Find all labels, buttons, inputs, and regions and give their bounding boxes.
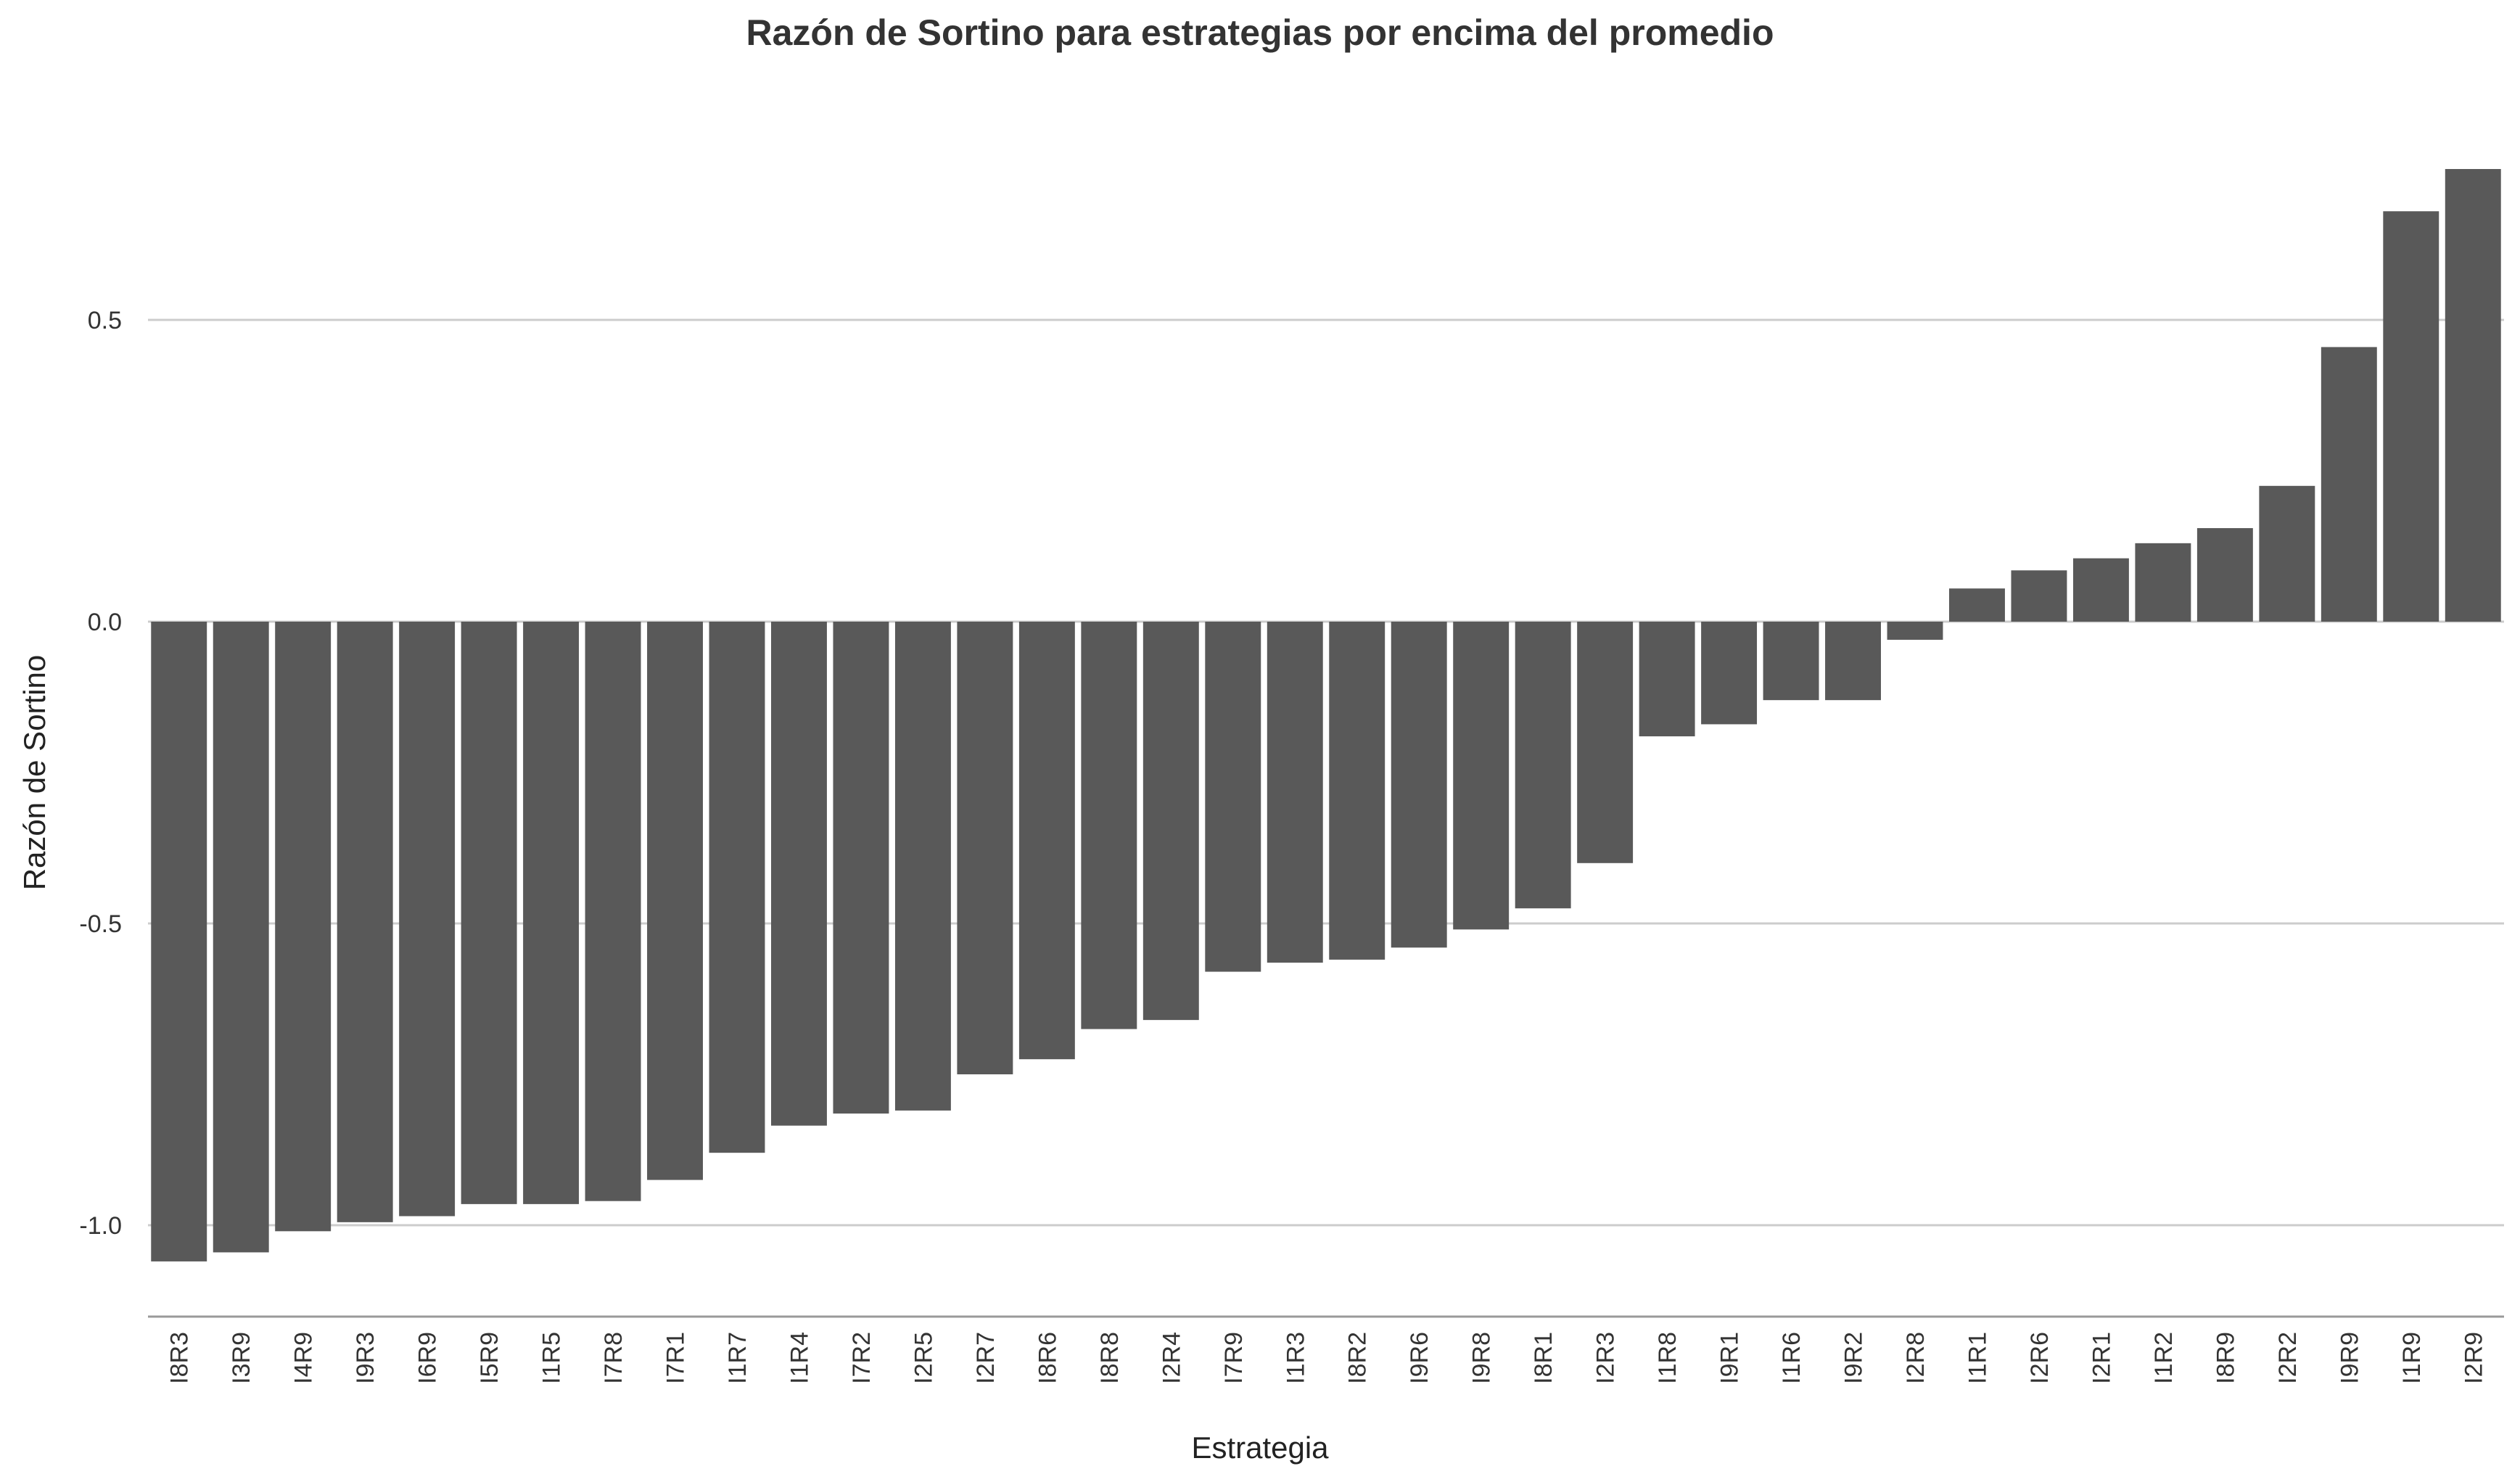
x-tick-label: I2R8 [1902,1332,1930,1384]
x-tick-label: I7R9 [1220,1332,1248,1384]
x-tick-label: I9R1 [1716,1332,1744,1384]
bar-I1R2 [2135,543,2191,622]
bar-I1R3 [1267,622,1323,963]
y-tick-label: -1.0 [79,1212,122,1240]
x-tick-label: I8R1 [1530,1332,1557,1384]
bar-I2R1 [2072,558,2129,622]
bars [151,169,2501,1261]
bar-I1R4 [771,622,827,1126]
bar-I7R1 [647,622,703,1180]
x-tick-label: I1R2 [2150,1332,2178,1384]
x-tick-label: I1R5 [538,1332,566,1384]
x-tick-label: I8R6 [1034,1332,1061,1384]
x-tick-label: I1R6 [1778,1332,1805,1384]
x-tick-label: I7R1 [662,1332,690,1384]
bar-I2R4 [1142,622,1199,1021]
x-tick-label: I8R9 [2212,1332,2239,1384]
x-tick-label: I9R6 [1406,1332,1433,1384]
x-tick-label: I1R7 [724,1332,752,1384]
x-tick-label: I3R9 [228,1332,255,1384]
bar-I1R9 [2383,211,2439,622]
bar-I2R5 [894,622,951,1111]
bar-I9R3 [337,622,393,1222]
bar-I2R3 [1577,622,1634,863]
bar-I1R5 [523,622,580,1204]
x-tick-label: I1R4 [786,1332,813,1384]
bar-I9R9 [2321,347,2377,622]
bar-I7R8 [585,622,641,1201]
x-tick-label: I8R3 [166,1332,194,1384]
bar-I7R9 [1205,622,1261,972]
x-tick-label: I7R8 [600,1332,627,1384]
bar-I6R9 [399,622,456,1217]
x-tick-label: I2R5 [910,1332,937,1384]
x-tick-label: I2R9 [2460,1332,2487,1384]
x-tick-label: I7R2 [848,1332,876,1384]
y-tick-label: 0.5 [88,307,122,334]
x-tick-label: I9R8 [1468,1332,1496,1384]
bar-I9R1 [1701,622,1758,725]
x-tick-label: I1R1 [1964,1332,1991,1384]
y-tick-labels: 0.5 0.0 -0.5 -1.0 [79,307,122,1240]
x-tick-label: I8R2 [1344,1332,1372,1384]
bar-I1R1 [1949,588,2005,622]
bar-I8R9 [2196,528,2253,622]
bar-I8R6 [1018,622,1075,1060]
bar-I8R3 [151,622,207,1261]
x-tick-label: I9R2 [1840,1332,1868,1384]
bar-I2R7 [957,622,1013,1074]
x-tick-label: I2R2 [2274,1332,2302,1384]
bar-I1R6 [1763,622,1819,701]
x-tick-labels: I8R3 I3R9 I4R9 I9R3 I6R9 I5R9 I1R5 I7R8 I7R1 I1R7… [166,1332,2488,1384]
y-tick-label: 0.0 [88,609,122,636]
x-tick-label: I2R4 [1158,1332,1185,1384]
bar-I9R8 [1453,622,1510,930]
x-tick-label: I2R1 [2088,1332,2115,1384]
x-tick-label: I1R3 [1282,1332,1309,1384]
bar-I5R9 [461,622,517,1204]
x-tick-label: I4R9 [290,1332,318,1384]
bar-I2R6 [2011,570,2067,622]
x-tick-label: I6R9 [414,1332,442,1384]
x-tick-label: I5R9 [476,1332,503,1384]
x-tick-label: I2R7 [972,1332,1000,1384]
bar-I1R7 [709,622,765,1153]
x-tick-label: I1R8 [1654,1332,1681,1384]
bar-I2R2 [2259,485,2315,622]
bar-I8R1 [1515,622,1571,909]
x-tick-label: I2R6 [2026,1332,2054,1384]
x-tick-label: I8R8 [1096,1332,1124,1384]
x-axis-title: Estrategia [1191,1430,1329,1465]
x-tick-label: I1R9 [2398,1332,2426,1384]
bar-I4R9 [275,622,332,1232]
bar-I8R8 [1081,622,1137,1029]
bar-I9R6 [1391,622,1447,948]
bar-I1R8 [1639,622,1695,737]
bar-I2R9 [2445,169,2501,622]
x-tick-label: I2R3 [1592,1332,1620,1384]
bar-I3R9 [213,622,269,1253]
bar-I2R8 [1887,622,1943,640]
bar-I9R2 [1825,622,1881,701]
x-tick-label: I9R9 [2336,1332,2363,1384]
bar-I8R2 [1329,622,1385,960]
x-tick-label: I9R3 [352,1332,379,1384]
bar-I7R2 [833,622,889,1114]
chart-title: Razón de Sortino para estrategias por en… [746,12,1774,53]
y-tick-label: -0.5 [79,910,122,938]
